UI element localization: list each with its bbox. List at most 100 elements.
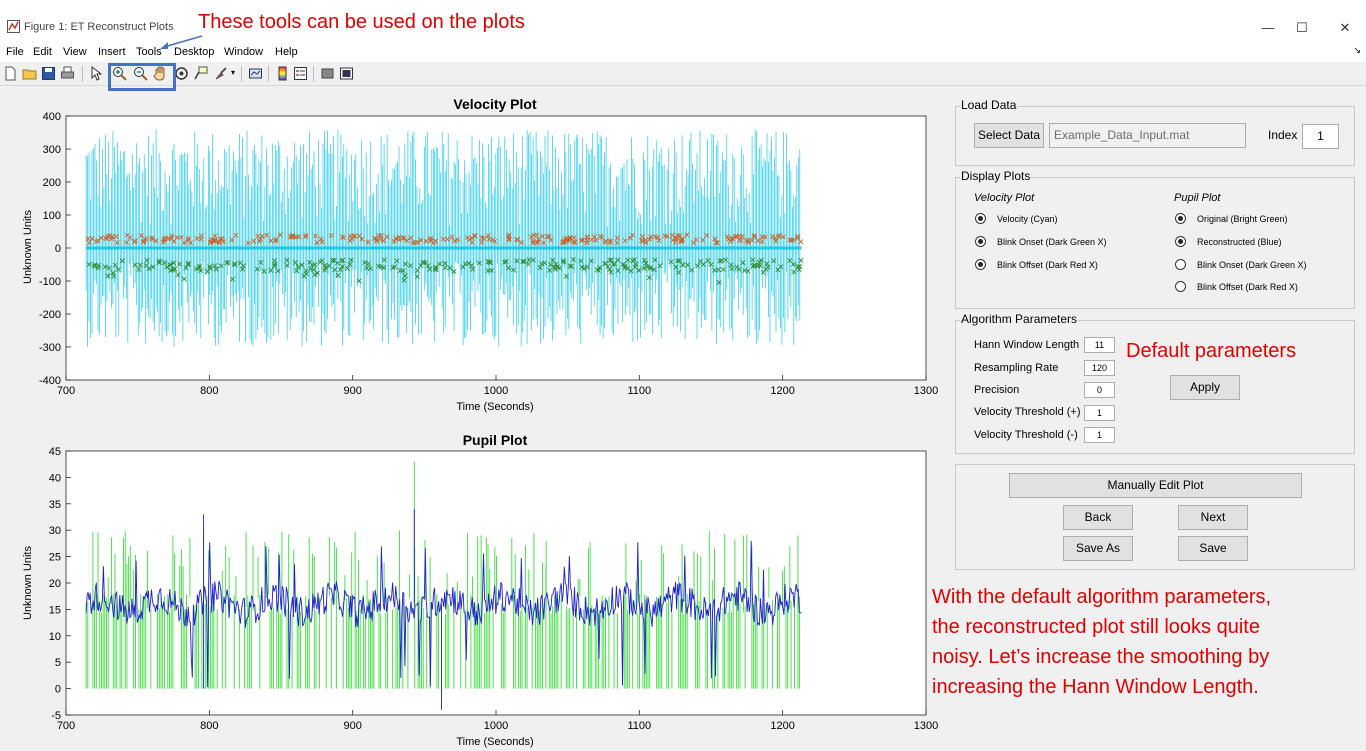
blink-onset-marker bbox=[254, 266, 260, 272]
blink-offset-marker bbox=[104, 236, 110, 242]
colorbar-icon[interactable] bbox=[275, 66, 290, 81]
open-file-icon[interactable] bbox=[22, 66, 37, 81]
blink-offset-marker bbox=[466, 237, 472, 243]
blink-onset-marker bbox=[791, 261, 797, 267]
link-plot-icon[interactable] bbox=[248, 66, 263, 81]
blink-offset-marker bbox=[759, 234, 765, 240]
blink-offset-marker bbox=[693, 237, 699, 243]
matlab-figure-icon bbox=[7, 20, 20, 33]
legend-icon[interactable] bbox=[293, 66, 308, 81]
blink-onset-marker bbox=[322, 267, 328, 273]
zoom-in-icon[interactable] bbox=[112, 66, 127, 81]
algorithm-parameters-title: Algorithm Parameters bbox=[960, 312, 1079, 326]
velocity-plot-xlabel: Time (Seconds) bbox=[456, 401, 534, 413]
menu-overflow-icon[interactable]: ↘ bbox=[1353, 45, 1361, 55]
blink-offset-marker bbox=[148, 235, 154, 241]
pan-hand-icon[interactable] bbox=[153, 66, 168, 81]
blink-onset-marker bbox=[432, 266, 438, 272]
default-parameters-annotation: Default parameters bbox=[1126, 340, 1297, 362]
blink-onset-marker bbox=[476, 260, 482, 266]
display-plots-title: Display Plots bbox=[960, 169, 1032, 183]
show-plot-tools-icon[interactable] bbox=[339, 66, 354, 81]
blink-onset-marker bbox=[418, 263, 424, 269]
blink-offset-marker bbox=[622, 238, 628, 244]
blink-onset-marker bbox=[442, 265, 448, 271]
next-button[interactable]: Next bbox=[1178, 505, 1248, 530]
blink-onset-marker bbox=[322, 262, 328, 268]
velocity-threshold-plus-input[interactable]: 1 bbox=[1084, 405, 1115, 421]
blink-offset-marker bbox=[639, 238, 645, 244]
blink-offset-marker bbox=[759, 239, 765, 245]
back-button[interactable]: Back bbox=[1063, 505, 1133, 530]
blink-onset-marker bbox=[514, 258, 520, 264]
blink-offset-marker bbox=[471, 233, 477, 239]
velocity-threshold-minus-input[interactable]: 1 bbox=[1084, 427, 1115, 443]
pup-blink-onset-radio[interactable] bbox=[1175, 259, 1186, 270]
blink-onset-marker bbox=[301, 273, 307, 279]
brush-icon[interactable] bbox=[213, 66, 228, 81]
hann-window-input[interactable]: 11 bbox=[1084, 337, 1115, 353]
data-cursor-icon[interactable] bbox=[193, 66, 208, 81]
zoom-out-icon[interactable] bbox=[133, 66, 148, 81]
brush-dropdown-icon[interactable]: ▾ bbox=[231, 68, 236, 77]
menu-window[interactable]: Window bbox=[224, 46, 264, 58]
blink-offset-marker bbox=[365, 239, 371, 245]
blink-offset-marker bbox=[440, 236, 446, 242]
blink-offset-marker bbox=[627, 235, 633, 241]
menu-tools[interactable]: Tools bbox=[136, 46, 162, 58]
blink-onset-marker bbox=[460, 264, 466, 270]
blink-onset-marker bbox=[652, 257, 658, 263]
blink-onset-marker bbox=[261, 268, 267, 274]
menu-desktop[interactable]: Desktop bbox=[174, 46, 215, 58]
save-as-button[interactable]: Save As bbox=[1063, 536, 1133, 561]
blink-onset-marker bbox=[560, 258, 566, 264]
blink-offset-marker bbox=[455, 237, 461, 243]
resampling-rate-input[interactable]: 120 bbox=[1084, 360, 1115, 376]
save-icon[interactable] bbox=[41, 66, 56, 81]
save-button[interactable]: Save bbox=[1178, 536, 1248, 561]
blink-offset-marker bbox=[580, 237, 586, 243]
blink-offset-marker bbox=[751, 233, 757, 239]
hide-plot-tools-icon[interactable] bbox=[320, 66, 335, 81]
menu-help[interactable]: Help bbox=[275, 46, 298, 58]
vel-blink-onset-radio[interactable] bbox=[975, 236, 986, 247]
blink-onset-marker bbox=[756, 259, 762, 265]
blink-onset-marker bbox=[102, 264, 108, 270]
blink-onset-marker bbox=[258, 259, 264, 265]
minimize-button[interactable]: — bbox=[1261, 20, 1275, 35]
menu-insert[interactable]: Insert bbox=[98, 46, 126, 58]
index-input[interactable]: 1 bbox=[1302, 124, 1339, 149]
menu-view[interactable]: View bbox=[63, 46, 87, 58]
original-radio[interactable] bbox=[1175, 213, 1186, 224]
pup-blink-offset-radio[interactable] bbox=[1175, 281, 1186, 292]
pupil-ytick-label: -5 bbox=[51, 710, 61, 722]
rotate-icon[interactable] bbox=[174, 66, 189, 81]
menu-edit[interactable]: Edit bbox=[33, 46, 52, 58]
blink-onset-marker bbox=[442, 260, 448, 266]
blink-onset-marker bbox=[150, 264, 156, 270]
close-button[interactable]: ✕ bbox=[1339, 20, 1351, 35]
new-figure-icon[interactable] bbox=[3, 66, 18, 81]
maximize-button[interactable]: ☐ bbox=[1296, 20, 1308, 35]
blink-offset-marker bbox=[680, 236, 686, 242]
blink-onset-marker bbox=[356, 278, 362, 284]
velocity-radio[interactable] bbox=[975, 213, 986, 224]
print-icon[interactable] bbox=[60, 66, 75, 81]
blink-offset-marker bbox=[268, 238, 274, 244]
menu-file[interactable]: File bbox=[6, 46, 24, 58]
blink-offset-marker bbox=[296, 234, 302, 240]
blink-onset-marker bbox=[185, 260, 191, 266]
precision-input[interactable]: 0 bbox=[1084, 382, 1115, 398]
blink-onset-marker bbox=[588, 258, 594, 264]
data-file-field[interactable]: Example_Data_Input.mat bbox=[1049, 123, 1246, 148]
apply-button[interactable]: Apply bbox=[1170, 375, 1240, 400]
actions-panel: Manually Edit Plot Back Next Save As Sav… bbox=[955, 464, 1355, 570]
pointer-icon[interactable] bbox=[88, 66, 103, 81]
reconstructed-radio[interactable] bbox=[1175, 236, 1186, 247]
blink-onset-marker bbox=[548, 262, 554, 268]
select-data-button[interactable]: Select Data bbox=[974, 123, 1044, 148]
pupil-plot[interactable]: 700 800 900 1000 1100 1200 1300 -5 0 5 10 15 20 25 30 3… bbox=[30, 444, 950, 734]
manually-edit-plot-button[interactable]: Manually Edit Plot bbox=[1009, 473, 1302, 498]
vel-blink-offset-radio[interactable] bbox=[975, 259, 986, 270]
velocity-plot[interactable]: 700 800 900 1000 1100 1200 1300-400-300-200-10… bbox=[30, 108, 950, 398]
